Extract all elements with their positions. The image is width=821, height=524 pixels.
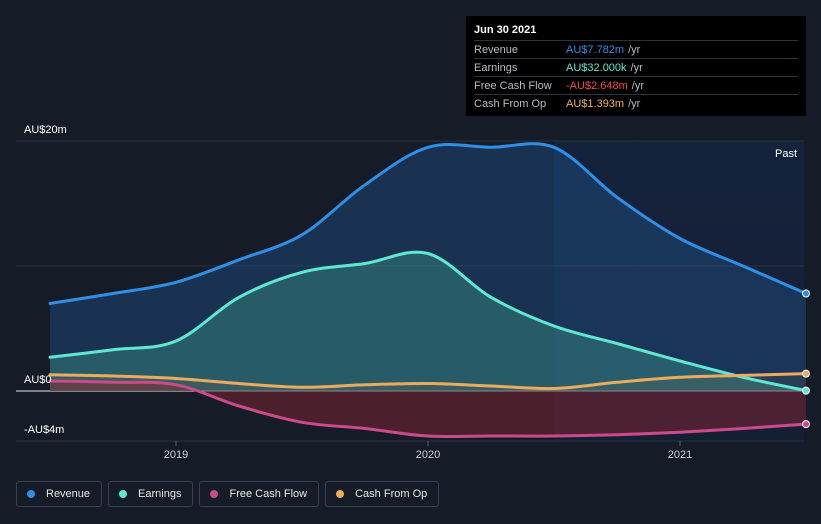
tooltip-row-revenue: Revenue AU$7.782m /yr <box>474 40 798 58</box>
legend-label: Revenue <box>46 488 91 500</box>
tooltip-date: Jun 30 2021 <box>474 24 537 36</box>
tooltip-value: AU$1.393m <box>566 97 625 110</box>
series-line-cash-from-op <box>48 372 808 391</box>
y-tick-label-top: AU$20m <box>24 124 67 136</box>
series-area-free-cash-flow <box>50 381 806 437</box>
tooltip-unit: /yr <box>630 61 643 74</box>
legend-item-cash-from-op[interactable]: Cash From Op <box>325 481 440 507</box>
tooltip-label: Cash From Op <box>474 97 547 110</box>
y-tick-label-zero: AU$0 <box>24 374 52 386</box>
series-area-earnings <box>50 252 806 391</box>
series-line-revenue <box>48 142 808 305</box>
series-end-point-free-cash-flow <box>802 420 810 429</box>
series-line-earnings <box>48 250 808 393</box>
series-area-cash-from-op <box>50 373 806 391</box>
tooltip-unit: /yr <box>631 79 644 92</box>
legend-item-free-cash-flow[interactable]: Free Cash Flow <box>199 481 320 507</box>
legend-label: Cash From Op <box>355 488 428 500</box>
past-label: Past <box>775 148 797 160</box>
legend-label: Earnings <box>138 488 182 500</box>
tooltip: Jun 30 2021 Revenue AU$7.782m /yr Earnin… <box>466 16 806 116</box>
x-tick-label-2021: 2021 <box>668 449 692 461</box>
tooltip-row-cash-from-op: Cash From Op AU$1.393m /yr <box>474 94 798 112</box>
legend-dot-icon <box>336 490 345 498</box>
tooltip-value: AU$32.000k <box>566 61 627 74</box>
series-area-revenue <box>50 143 806 391</box>
legend-item-earnings[interactable]: Earnings <box>108 481 194 507</box>
legend-label: Free Cash Flow <box>229 488 308 500</box>
legend-item-revenue[interactable]: Revenue <box>16 481 103 507</box>
legend-dot-icon <box>27 490 35 498</box>
tooltip-unit: /yr <box>628 97 641 110</box>
x-tick-label-2019: 2019 <box>164 449 188 461</box>
legend-dot-icon <box>119 490 128 498</box>
tooltip-value: -AU$2.648m <box>566 79 628 92</box>
series-end-point-revenue <box>802 289 810 298</box>
tooltip-row-earnings: Earnings AU$32.000k /yr <box>474 58 798 76</box>
x-tick-label-2020: 2020 <box>416 449 440 461</box>
tooltip-row-free-cash-flow: Free Cash Flow -AU$2.648m /yr <box>474 76 798 94</box>
series-end-point-cash-from-op <box>802 369 810 378</box>
legend: Revenue Earnings Free Cash Flow Cash Fro… <box>16 481 440 507</box>
tooltip-value: AU$7.782m <box>566 43 625 56</box>
tooltip-label: Earnings <box>474 61 518 74</box>
y-tick-label-bottom: -AU$4m <box>24 424 64 436</box>
series-end-point-earnings <box>802 386 810 395</box>
legend-dot-icon <box>210 490 219 498</box>
tooltip-label: Free Cash Flow <box>474 79 552 92</box>
tooltip-label: Revenue <box>474 43 519 56</box>
tooltip-unit: /yr <box>628 43 641 56</box>
series-line-free-cash-flow <box>48 379 808 439</box>
